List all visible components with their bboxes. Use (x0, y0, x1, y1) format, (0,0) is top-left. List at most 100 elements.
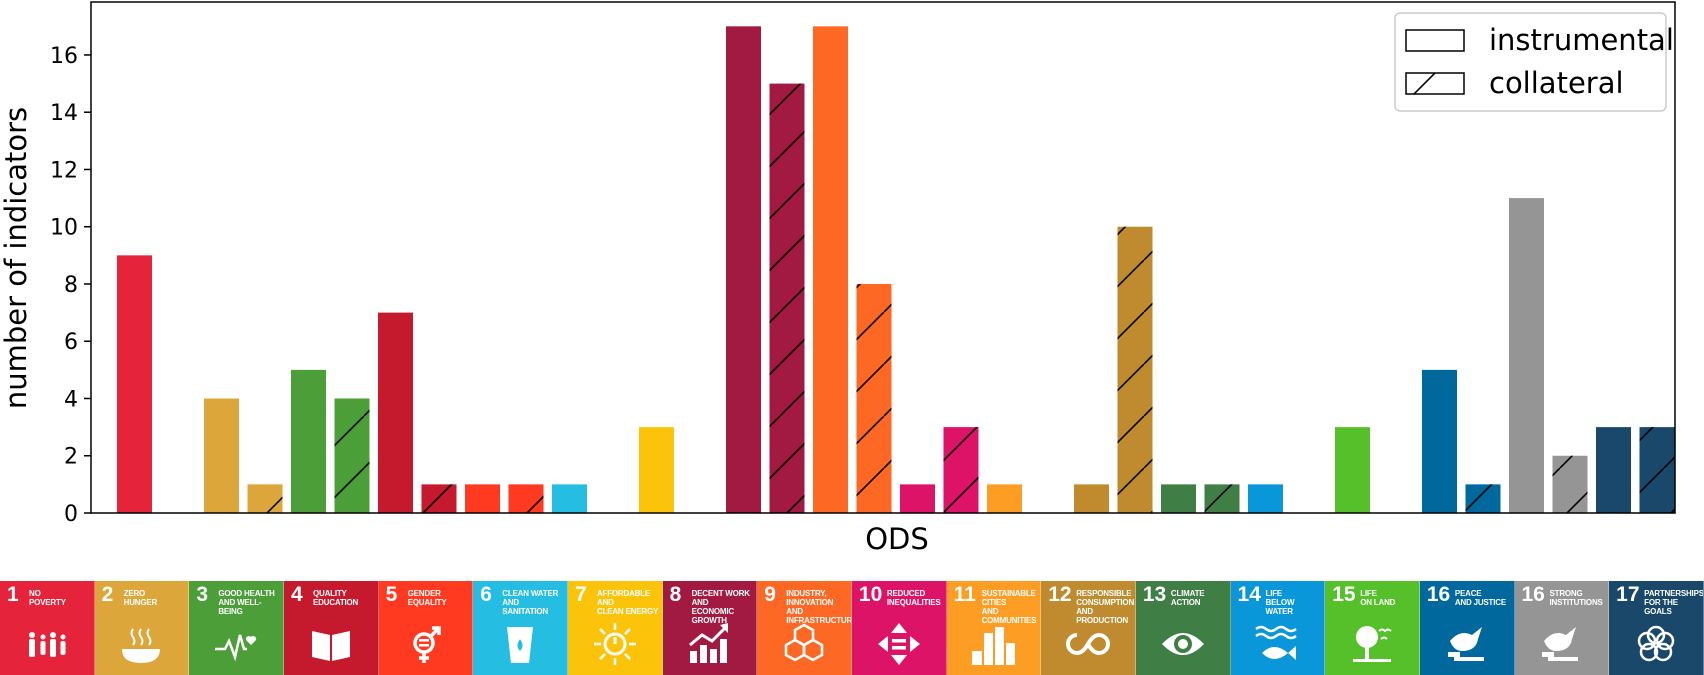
bar-instrumental-sdg-1 (117, 255, 152, 513)
sdg-tile-title: Clean water and sanitation (502, 589, 559, 616)
bar-instrumental-sdg-5 (465, 484, 500, 513)
sdg-tile-number: 16 (1521, 583, 1545, 606)
sdg-tile-title: Decent work and economic growth (691, 589, 750, 625)
sdg-tile: 5 Gender equality (378, 581, 474, 675)
sdg-tile: 16 Strong institutions (1514, 581, 1610, 675)
dove-gavel-icon (1447, 627, 1484, 661)
sun-power-icon (593, 623, 636, 665)
bar-hatch-overlay (1465, 484, 1501, 513)
sdg-tile: 1 No poverty (0, 581, 95, 675)
y-tick-label: 14 (50, 101, 78, 126)
y-tick-label: 12 (50, 158, 78, 183)
sdg-tile-title: Quality education (312, 589, 359, 607)
sdg-tile-number: 17 (1616, 583, 1640, 606)
sdg-tile-title: Reduced inequalities (886, 589, 941, 607)
bar-instrumental-sdg-3 (291, 369, 326, 513)
book-icon (311, 631, 350, 661)
legend-swatch-instrumental (1405, 29, 1465, 52)
sdg-tile: 17 Partnerships for the goals (1609, 581, 1704, 675)
infinity-loop-icon (1066, 632, 1111, 656)
bar-instrumental-sdg-15 (1335, 427, 1370, 513)
y-tick-label: 16 (50, 44, 78, 69)
bar-instrumental-sdg-13 (1161, 484, 1196, 513)
legend-label-collateral: collateral (1489, 66, 1624, 100)
y-tick-label: 6 (64, 330, 78, 355)
bar-instrumental-sdg-9 (813, 26, 848, 513)
bar-hatch-overlay (1117, 226, 1153, 513)
bar-instrumental-sdg-7 (639, 427, 674, 513)
bar-hatch-overlay (1639, 427, 1675, 513)
bar-instrumental-sdg-4 (378, 312, 413, 513)
rings-icon (1637, 625, 1675, 662)
sdg-tile-number: 3 (196, 583, 208, 606)
sdg-tile: 4 Quality education (283, 581, 379, 675)
sdg-tile-title: Sustainable cities and communities (981, 589, 1037, 625)
sdg-tile-number: 7 (574, 583, 587, 606)
legend-swatch-collateral (1405, 72, 1465, 95)
y-tick-label: 0 (64, 502, 78, 527)
bar-instrumental-sdg-11 (987, 484, 1022, 513)
fish-icon (1255, 625, 1298, 660)
sdg-goal-strip: 1 No poverty 2 Zero hunger 3 Good health and … (0, 581, 1704, 675)
sdg-tile: 3 Good health and well-being (189, 581, 284, 675)
bars-group (117, 26, 1675, 514)
legend-label-instrumental: instrumental (1489, 23, 1674, 57)
sdg-tile-number: 9 (764, 583, 776, 606)
y-tick-label: 8 (64, 273, 78, 298)
sdg-tile-number: 11 (953, 583, 976, 606)
bar-hatch-overlay (1204, 484, 1240, 513)
sdg-tile: 8 Decent work and economic growth (662, 581, 758, 675)
bar-instrumental-sdg-16 (1509, 198, 1544, 514)
sdg-tile-title: Peace and justice (1454, 589, 1506, 607)
bar-instrumental-sdg-10 (900, 484, 935, 513)
sdg-tile: 2 Zero hunger (94, 581, 190, 675)
gender-icon (413, 626, 442, 663)
sdg-tile-number: 5 (385, 583, 398, 606)
sdg-tile-number: 13 (1142, 583, 1167, 606)
sdg-tile: 6 Clean water and sanitation (473, 581, 568, 675)
sdg-tile-title: Gender equality (407, 589, 447, 607)
food-bowl-icon (122, 628, 161, 663)
sdg-tile: 9 Industry, innovation and infrastructure (757, 581, 852, 675)
bar-hatch-overlay (943, 427, 979, 513)
sdg-tile: 14 Life below water (1230, 581, 1326, 675)
sdg-tile-number: 1 (7, 583, 19, 606)
sdg-tile-title: No poverty (29, 589, 66, 607)
cubes-icon (784, 623, 824, 662)
bar-instrumental-sdg-2 (204, 398, 239, 513)
bar-hatch-overlay (508, 484, 544, 513)
tree-icon (1353, 626, 1392, 662)
bar-hatch-overlay (856, 283, 892, 513)
sdg-tile-number: 12 (1048, 583, 1072, 606)
y-tick-label: 4 (64, 387, 78, 412)
sdg-tile-title: Good health and well-being (218, 589, 275, 616)
sdg-tile: 11 Sustainable cities and communities (946, 581, 1042, 675)
bar-instrumental-sdg-17 (1596, 427, 1631, 513)
sdg-tile: 16 Peace and justice (1419, 581, 1515, 675)
sdg-tile-number: 16 (1426, 583, 1451, 606)
sdg-tile-number: 2 (101, 583, 114, 606)
sdg-tile-title: Responsible consumption and production (1076, 589, 1135, 625)
sdg-tile-title: Zero hunger (123, 589, 158, 607)
sdg-tile-title: Industry, innovation and infrastructure (786, 589, 852, 625)
y-axis-label: number of indicators (0, 107, 33, 409)
sdg-tile-number: 10 (858, 583, 883, 606)
bar-hatch-overlay (247, 484, 283, 513)
bar-instrumental-sdg-12 (1074, 484, 1109, 513)
y-tick-label: 10 (50, 216, 78, 241)
earth-eye-icon (1161, 633, 1204, 655)
plot-frame (90, 1, 1676, 514)
x-axis-label: ODS (865, 522, 929, 556)
legend: instrumental collateral (1394, 12, 1674, 112)
bar-chart: 0 2 4 6 8 10 12 14 16 ODS number of indicators i… (0, 1, 1676, 556)
sdg-tile: 12 Responsible consumption and production (1041, 581, 1136, 675)
equality-arrows-icon (877, 623, 920, 665)
family-icon (28, 632, 66, 657)
water-glass-icon (507, 627, 534, 663)
dove-gavel-icon (1542, 627, 1579, 661)
y-axis: 0 2 4 6 8 10 12 14 16 (50, 44, 91, 527)
bar-instrumental-sdg-8 (726, 26, 761, 513)
sdg-tile-number: 8 (669, 583, 682, 606)
sdg-tile-title: Partnerships for the goals (1644, 589, 1704, 616)
sdg-tile: 15 Life on land (1325, 581, 1420, 675)
